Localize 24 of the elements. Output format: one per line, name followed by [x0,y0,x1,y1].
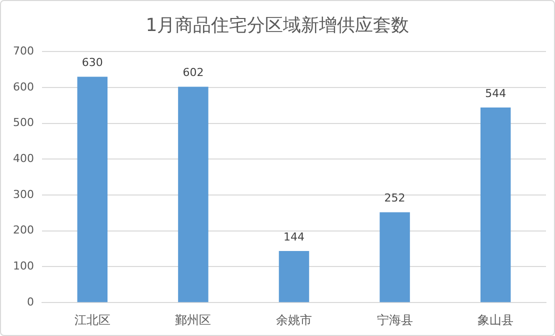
y-tick-label: 200 [12,224,34,237]
y-tick-label: 300 [12,188,34,201]
y-tick-label: 100 [12,260,34,273]
data-label: 144 [284,230,304,244]
y-tick-label: 400 [12,152,34,166]
bar [77,76,108,302]
data-label: 602 [182,66,204,80]
x-tick-label: 宁海县 [376,312,413,327]
x-tick-label: 象山县 [478,312,514,327]
data-label: 630 [82,56,103,70]
data-label: 544 [485,86,506,100]
y-tick-label: 500 [12,116,34,130]
y-tick-label: 0 [26,295,34,308]
x-tick-label: 鄞州区 [175,312,212,327]
x-tick-label: 江北区 [74,312,110,327]
bar [480,108,511,302]
data-label: 252 [384,192,406,205]
y-tick-label: 600 [12,80,34,94]
bar [380,212,410,302]
x-tick-label: 余姚市 [276,312,312,327]
bar [178,86,208,302]
bar [278,250,310,302]
y-tick-label: 700 [12,44,34,58]
chart-title: 1月商品住宅分区域新增供应套数 [144,14,410,37]
